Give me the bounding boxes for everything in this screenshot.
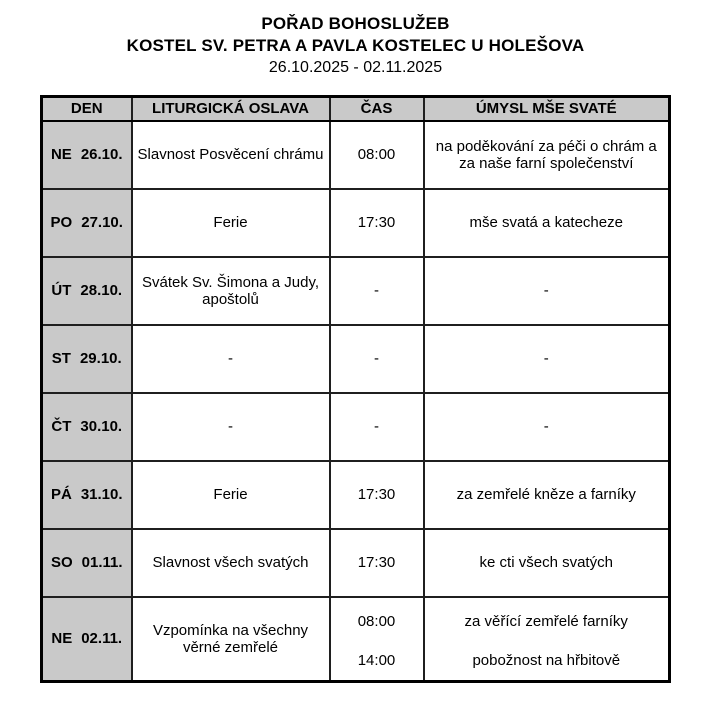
time-cell: 08:00 14:00 [328, 595, 425, 683]
column-header-cas: ČAS [328, 95, 425, 122]
day-abbr: PO [50, 214, 73, 231]
day-date: 28.10. [80, 282, 123, 299]
celebration-cell: Ferie [130, 459, 331, 530]
table-row: PO 27.10. Ferie 17:30 mše svatá a kateche… [40, 187, 671, 258]
day-date: 31.10. [80, 486, 123, 503]
day-cell: ÚT 28.10. [40, 255, 133, 326]
table-row: NE 26.10. Slavnost Posvěcení chrámu 08:00… [40, 119, 671, 190]
page-subtitle: KOSTEL SV. PETRA A PAVLA KOSTELEC U HOLE… [126, 36, 585, 55]
day-date: 26.10. [80, 146, 123, 163]
day-abbr: ČT [51, 418, 72, 435]
celebration-cell: Svátek Sv. Šimona a Judy, apoštolů [130, 255, 331, 326]
intention-entry: pobožnost na hřbitově [472, 652, 621, 670]
column-header-den: DEN [40, 95, 133, 122]
day-cell: NE 26.10. [40, 119, 133, 190]
table-row: PÁ 31.10. Ferie 17:30 za zemřelé kněze a … [40, 459, 671, 530]
time-cell: - [328, 391, 425, 462]
column-header-liturgicka-oslava: LITURGICKÁ OSLAVA [130, 95, 331, 122]
celebration-cell: Ferie [130, 187, 331, 258]
celebration-cell: Slavnost Posvěcení chrámu [130, 119, 331, 190]
time-cell: 08:00 [328, 119, 425, 190]
day-cell: PÁ 31.10. [40, 459, 133, 530]
day-cell: ST 29.10. [40, 323, 133, 394]
day-cell: ČT 30.10. [40, 391, 133, 462]
table-row: NE 02.11. Vzpomínka na všechny věrné zemř… [40, 595, 671, 683]
day-abbr: SO [50, 554, 73, 571]
intention-cell: - [422, 391, 671, 462]
day-date: 01.11. [81, 554, 123, 571]
celebration-cell: - [130, 323, 331, 394]
intention-cell: - [422, 323, 671, 394]
time-entry: 14:00 [357, 652, 396, 670]
table-row: SO 01.11. Slavnost všech svatých 17:30 ke… [40, 527, 671, 598]
day-date: 02.11. [81, 630, 123, 648]
table-row: ST 29.10. - - - [40, 323, 671, 394]
intention-cell: mše svatá a katecheze [422, 187, 671, 258]
time-cell: - [328, 255, 425, 326]
time-cell: 17:30 [328, 187, 425, 258]
date-range: 26.10.2025 - 02.11.2025 [268, 59, 443, 76]
intention-cell: na poděkování za péči o chrám a za naše … [422, 119, 671, 190]
intention-cell: za zemřelé kněze a farníky [422, 459, 671, 530]
schedule-table: DEN LITURGICKÁ OSLAVA ČAS ÚMYSL MŠE SVAT… [40, 95, 671, 683]
celebration-cell: Vzpomínka na všechny věrné zemřelé [130, 595, 331, 683]
day-cell: SO 01.11. [40, 527, 133, 598]
day-cell: NE 02.11. [40, 595, 133, 683]
celebration-cell: - [130, 391, 331, 462]
intention-cell: ke cti všech svatých [422, 527, 671, 598]
intention-stack: za věřící zemřelé farníky pobožnost na h… [426, 599, 668, 680]
day-date: 27.10. [81, 214, 123, 231]
table-row: ÚT 28.10. Svátek Sv. Šimona a Judy, apošt… [40, 255, 671, 326]
page-title: POŘAD BOHOSLUŽEB [261, 14, 450, 33]
celebration-cell: Slavnost všech svatých [130, 527, 331, 598]
day-date: 29.10. [79, 350, 122, 367]
intention-cell: za věřící zemřelé farníky pobožnost na h… [422, 595, 671, 683]
column-header-umysl-mse-svate: ÚMYSL MŠE SVATÉ [422, 95, 671, 122]
time-entry: 08:00 [357, 613, 396, 631]
time-cell: 17:30 [328, 459, 425, 530]
day-abbr: NE [50, 146, 72, 163]
day-date: 30.10. [80, 418, 123, 435]
day-abbr: NE [51, 630, 73, 648]
intention-cell: - [422, 255, 671, 326]
day-abbr: ÚT [51, 282, 72, 299]
day-abbr: ST [51, 350, 71, 367]
time-cell: - [328, 323, 425, 394]
intention-entry: za věřící zemřelé farníky [464, 613, 628, 631]
header-block: POŘAD BOHOSLUŽEB KOSTEL SV. PETRA A PAVL… [0, 0, 711, 79]
table-row: ČT 30.10. - - - [40, 391, 671, 462]
time-stack: 08:00 14:00 [332, 599, 422, 680]
table-header-row: DEN LITURGICKÁ OSLAVA ČAS ÚMYSL MŠE SVAT… [40, 95, 671, 122]
day-abbr: PÁ [50, 486, 72, 503]
time-cell: 17:30 [328, 527, 425, 598]
day-cell: PO 27.10. [40, 187, 133, 258]
